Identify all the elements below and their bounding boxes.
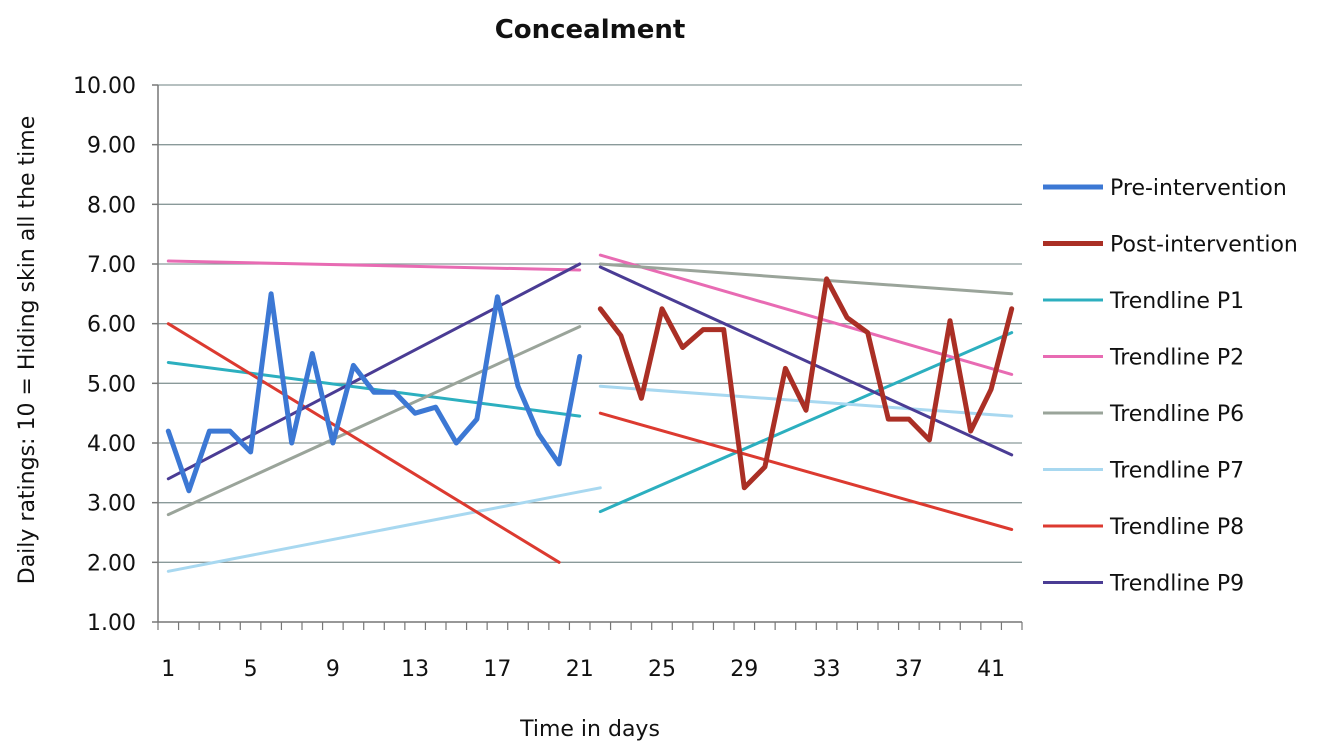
x-tick-label: 33 — [813, 657, 841, 682]
series-trendline-p2 — [166, 253, 1014, 376]
series-pre-intervention — [165, 291, 583, 494]
legend-label: Trendline P8 — [1109, 515, 1244, 540]
legend-label: Pre-intervention — [1110, 176, 1287, 201]
legend-label: Trendline P1 — [1109, 289, 1244, 314]
x-tick-label: 25 — [648, 657, 676, 682]
legend-label: Trendline P9 — [1109, 572, 1244, 597]
x-axis-label: Time in days — [519, 717, 660, 742]
y-tick-label: 5.00 — [87, 372, 136, 397]
x-tick-label: 5 — [244, 657, 258, 682]
y-tick-label: 6.00 — [87, 313, 136, 338]
y-tick-label: 2.00 — [87, 551, 136, 576]
legend-label: Post-intervention — [1110, 233, 1298, 258]
series-line — [598, 265, 1014, 457]
legend: Pre-intervention Post-intervention Trendli… — [1043, 176, 1298, 597]
x-tick-label: 9 — [326, 657, 340, 682]
series-line — [165, 291, 583, 494]
legend-item: Trendline P7 — [1043, 459, 1244, 484]
y-tick-label: 8.00 — [87, 193, 136, 218]
x-tick-label: 37 — [895, 657, 923, 682]
series-post-intervention — [597, 276, 1015, 491]
series-line — [166, 262, 582, 481]
axes — [152, 84, 1023, 630]
series-layer — [165, 253, 1015, 573]
series-line — [598, 411, 1014, 531]
series-line — [598, 262, 1014, 296]
series-trendline-p6 — [166, 262, 1014, 517]
legend-item: Trendline P9 — [1043, 572, 1244, 597]
y-axis-label: Daily ratings: 10 = Hiding skin all the … — [15, 116, 40, 585]
legend-item: Post-intervention — [1043, 233, 1298, 258]
y-tick-label: 4.00 — [87, 432, 136, 457]
y-tick-label: 3.00 — [87, 492, 136, 517]
legend-label: Trendline P7 — [1109, 459, 1244, 484]
series-line — [166, 259, 582, 272]
y-tick-label: 1.00 — [87, 611, 136, 636]
x-tick-label: 41 — [977, 657, 1005, 682]
series-trendline-p9 — [166, 262, 1014, 481]
x-tick-label: 1 — [161, 657, 175, 682]
legend-label: Trendline P6 — [1109, 402, 1244, 427]
series-line — [166, 325, 582, 517]
legend-item: Pre-intervention — [1043, 176, 1287, 201]
y-tick-label: 7.00 — [87, 253, 136, 278]
chart-title: Concealment — [495, 15, 686, 45]
series-line — [597, 276, 1015, 491]
series-trendline-p8 — [166, 322, 1014, 564]
legend-label: Trendline P2 — [1109, 346, 1244, 371]
legend-item: Trendline P6 — [1043, 402, 1244, 427]
series-line — [166, 322, 561, 564]
x-tick-label: 29 — [730, 657, 758, 682]
legend-item: Trendline P8 — [1043, 515, 1244, 540]
x-tick-label: 13 — [401, 657, 429, 682]
y-tick-label: 9.00 — [87, 134, 136, 159]
legend-item: Trendline P2 — [1043, 346, 1244, 371]
y-tick-label: 10.00 — [73, 74, 136, 99]
x-tick-label: 17 — [483, 657, 511, 682]
legend-item: Trendline P1 — [1043, 289, 1244, 314]
x-tick-label: 21 — [566, 657, 594, 682]
tick-labels: 1.00 2.00 3.00 4.00 5.00 6.00 7.00 8.00 9.00 10.0… — [73, 74, 1005, 682]
series-line — [166, 486, 602, 573]
